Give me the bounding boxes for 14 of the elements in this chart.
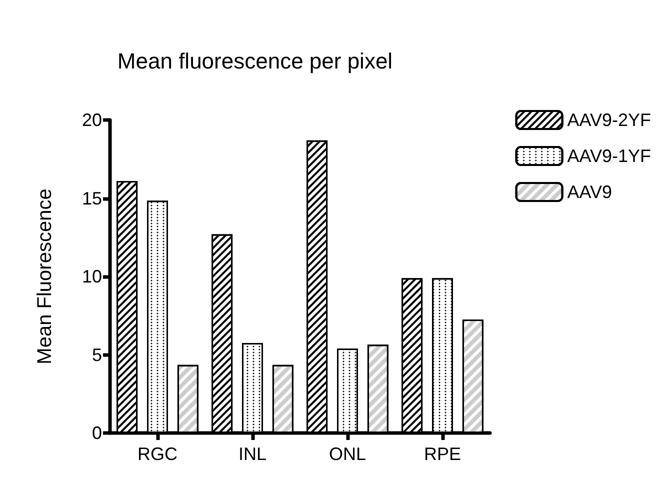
- legend-label: AAV9-2YF: [567, 110, 652, 130]
- y-tick-label: 20: [82, 110, 102, 130]
- x-tick-label: RGC: [138, 444, 178, 464]
- x-tick-label: ONL: [328, 444, 366, 464]
- legend-label: AAV9: [567, 182, 612, 202]
- chart-title: Mean fluorescence per pixel: [117, 48, 393, 74]
- y-tick-label: 15: [82, 188, 102, 208]
- legend-label: AAV9-1YF: [567, 146, 652, 166]
- y-tick-label: 5: [92, 344, 102, 365]
- y-tick-label: 0: [92, 423, 102, 443]
- y-tick-label: 10: [82, 266, 102, 286]
- y-axis-title: Mean Fluorescence: [34, 188, 56, 364]
- x-tick-label: INL: [238, 444, 267, 464]
- x-tick-label: RPE: [424, 444, 462, 464]
